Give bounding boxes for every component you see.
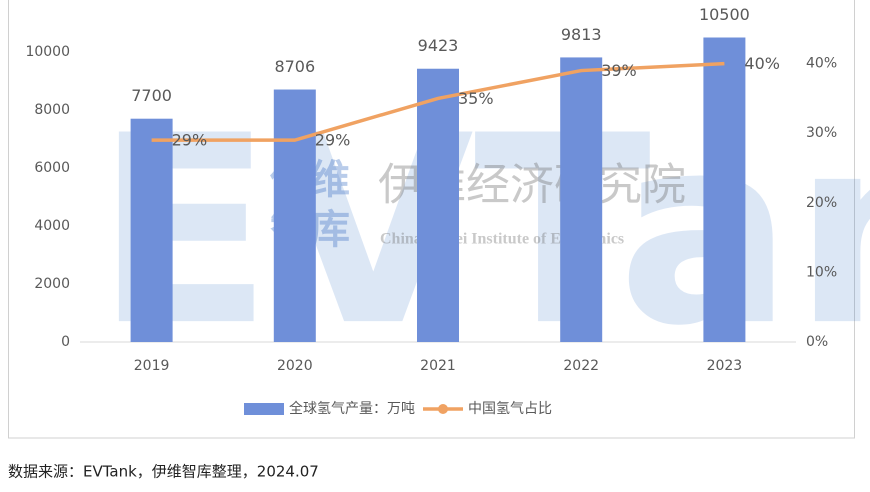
y-tick-label: 12000 [25, 0, 70, 2]
y-tick-label: 0 [61, 334, 70, 350]
x-tick-label: 2022 [563, 358, 599, 374]
line-value-label: 40% [744, 54, 780, 73]
y2-tick-label: 30% [806, 125, 837, 141]
y-tick-label: 6000 [34, 160, 70, 176]
bar [703, 37, 746, 342]
source-note: 数据来源：EVTank，伊维智库整理，2024.07 [8, 463, 319, 481]
bar-value-label: 7700 [131, 86, 172, 105]
y-tick-label: 10000 [25, 44, 70, 60]
legend-label: 全球氢气产量：万吨 [289, 400, 415, 417]
y2-tick-label: 0% [806, 334, 828, 350]
bar-value-label: 9423 [418, 36, 459, 55]
x-tick-label: 2020 [277, 358, 313, 374]
bar [130, 118, 173, 342]
legend-swatch [438, 404, 448, 414]
bar-value-label: 8706 [274, 57, 315, 76]
y-tick-label: 2000 [34, 276, 70, 292]
y-tick-label: 4000 [34, 218, 70, 234]
x-tick-label: 2021 [420, 358, 456, 374]
bar [560, 57, 603, 342]
bar [417, 68, 459, 342]
y2-tick-label: 50% [806, 0, 837, 2]
bar-value-label: 9813 [561, 25, 602, 44]
x-tick-label: 2023 [707, 358, 743, 374]
y-tick-label: 8000 [34, 102, 70, 118]
y2-tick-label: 10% [806, 264, 837, 280]
line-value-label: 29% [172, 131, 208, 150]
line [151, 61, 725, 142]
legend-swatch [244, 403, 284, 415]
line-value-label: 39% [601, 61, 637, 80]
bar-value-label: 10500 [699, 5, 750, 24]
bar [273, 89, 316, 342]
x-tick-label: 2019 [134, 358, 170, 374]
legend-label: 中国氢气占比 [468, 401, 552, 417]
line-value-label: 29% [315, 131, 351, 150]
y2-tick-label: 20% [806, 195, 837, 211]
y2-tick-label: 40% [806, 56, 837, 72]
line-value-label: 35% [458, 89, 494, 108]
